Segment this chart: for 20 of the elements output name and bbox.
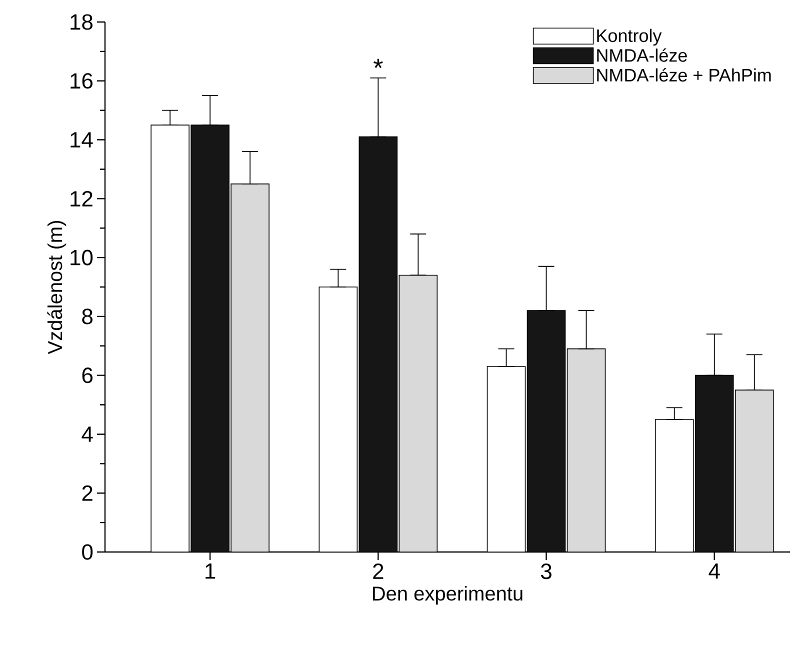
annotation: *	[374, 58, 383, 68]
legend-label: NMDA-léze + PAhPim	[597, 68, 771, 82]
legend-label: NMDA-léze	[597, 48, 687, 62]
legend-label: Kontroly	[597, 28, 662, 46]
x-tick-label: 2	[373, 564, 384, 579]
y-tick-label: 14	[70, 132, 93, 148]
x-tick-label: 4	[708, 564, 720, 579]
y-tick-label: 4	[82, 426, 93, 442]
x-tick-label: 3	[540, 564, 552, 580]
y-tick-label: 12	[70, 190, 92, 206]
y-tick-label: 8	[82, 308, 93, 324]
x-tick-label: 1	[206, 564, 216, 579]
y-tick-label: 18	[70, 14, 93, 30]
y-tick-label: 2	[82, 485, 92, 501]
y-tick-label: 16	[70, 73, 93, 89]
y-tick-label: 0	[82, 544, 93, 560]
y-axis-title: Vzdálenost (m)	[47, 221, 66, 354]
y-tick-label: 10	[70, 250, 93, 266]
y-tick-label: 6	[82, 368, 93, 384]
x-axis-title: Den experimentu	[373, 586, 522, 605]
